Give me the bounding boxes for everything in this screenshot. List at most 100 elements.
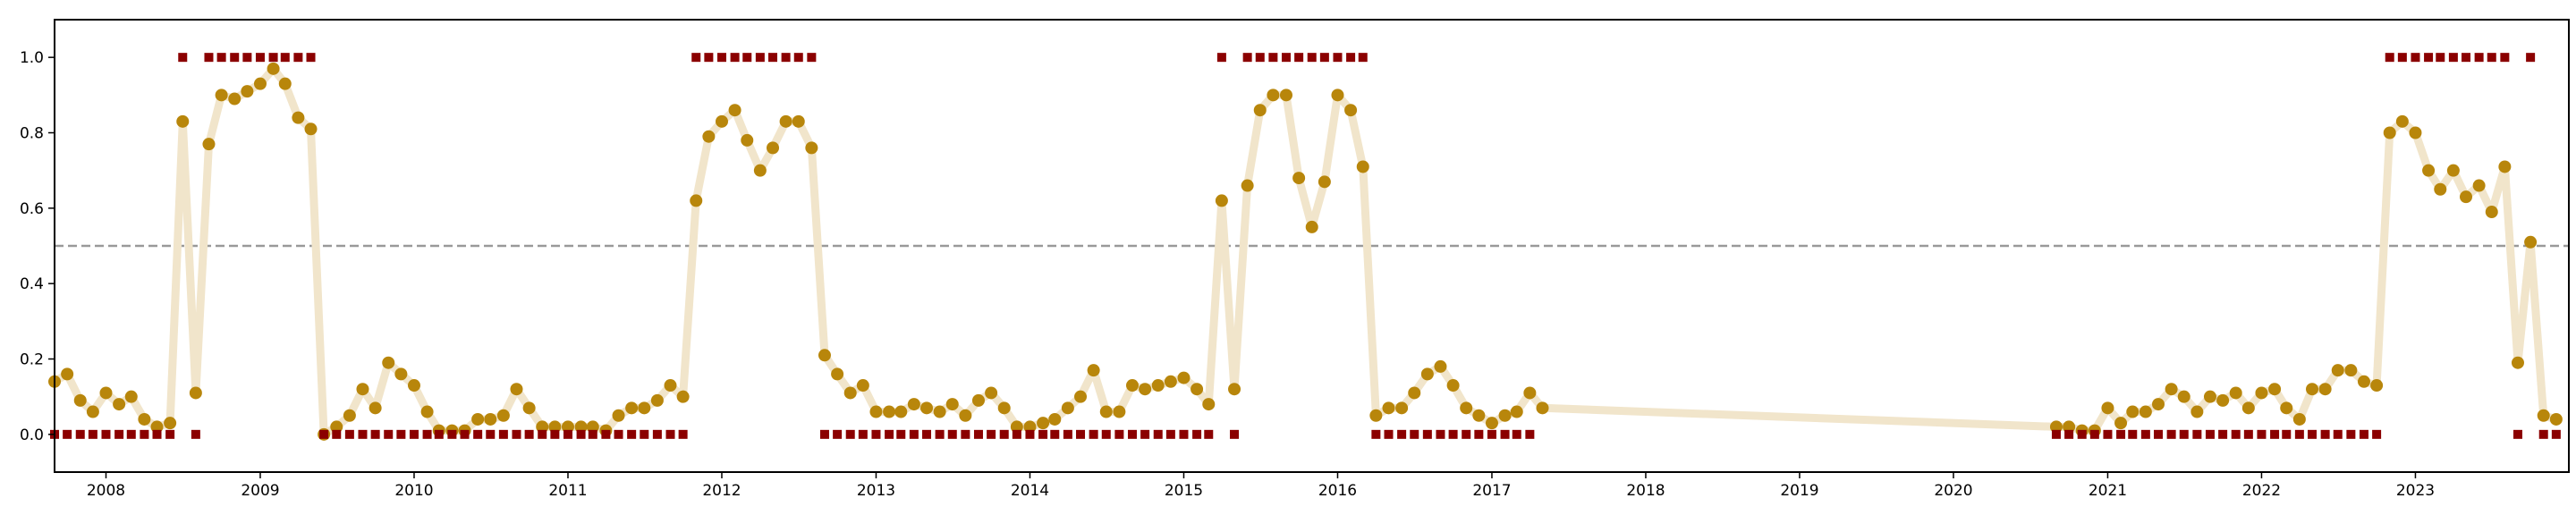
label-marker [652,429,662,439]
probability-point [2409,126,2422,139]
label-marker [973,429,983,439]
probability-point [2177,390,2190,403]
probability-point [2280,401,2293,415]
label-marker [280,53,290,63]
label-marker [2474,53,2484,63]
probability-point [1536,401,1549,415]
probability-point [189,386,202,400]
label-marker [204,53,214,63]
probability-point [407,379,420,393]
label-marker [178,53,188,63]
label-marker [627,429,637,439]
label-marker [2500,53,2510,63]
label-marker [2064,429,2074,439]
label-marker [409,429,419,439]
label-marker [434,429,444,439]
probability-point [382,356,395,369]
probability-point [1408,386,1421,400]
y-tick-label: 0.8 [20,125,44,143]
probability-point [2216,393,2230,407]
label-marker [987,429,996,439]
probability-point [241,85,254,98]
probability-point [2395,114,2409,128]
probability-point [883,405,896,418]
label-marker [2320,429,2330,439]
probability-point [2446,164,2460,177]
probability-point [971,393,985,407]
probability-point [805,141,818,155]
x-tick-label: 2021 [2089,482,2127,500]
probability-point [2229,386,2242,400]
y-tick-label: 0.6 [20,200,44,218]
label-marker [2526,53,2536,63]
label-marker [2192,429,2202,439]
label-marker [730,53,740,63]
probability-point [2139,405,2152,418]
probability-point [522,401,536,415]
label-marker [447,429,457,439]
probability-point [702,130,716,143]
label-marker [1346,53,1356,63]
label-marker [1165,429,1175,439]
x-tick-label: 2019 [1780,482,1818,500]
label-marker [909,429,919,439]
probability-point [779,114,792,128]
label-marker [2462,53,2471,63]
label-marker [2333,429,2343,439]
label-marker [486,429,496,439]
label-marker [63,429,72,439]
probability-point [304,122,318,136]
label-marker [2270,429,2280,439]
label-marker [2257,429,2267,439]
probability-points-layer [48,62,2563,441]
probability-point [2498,160,2512,173]
label-marker [1294,53,1304,63]
probability-point [356,383,369,396]
probability-point [1037,417,1050,430]
probability-point [2165,383,2178,396]
probability-point [818,349,831,362]
label-marker [1076,429,1086,439]
label-marker [614,429,623,439]
label-marker [216,53,226,63]
label-marker [1255,53,1265,63]
probability-point [2255,386,2268,400]
label-marker [1436,429,1445,439]
probability-point [1485,417,1498,430]
label-marker [588,429,597,439]
probability-point [985,386,998,400]
label-marker [2179,429,2189,439]
label-marker [1281,53,1291,63]
probability-point [1446,379,1460,393]
probability-point [2114,417,2128,430]
probability-point [2422,164,2436,177]
probability-point [1177,371,1191,384]
probability-point [99,386,113,400]
label-marker [473,429,483,439]
label-marker [1397,429,1407,439]
label-marker [2282,429,2292,439]
label-marker [1410,429,1419,439]
label-marker [1050,429,1060,439]
probability-point [2344,364,2358,377]
label-marker [640,429,649,439]
probability-point [1048,412,1062,426]
probability-point [2268,383,2282,396]
probability-point [292,111,305,124]
label-marker [2103,429,2113,439]
label-marker [2346,429,2356,439]
label-marker [2359,429,2368,439]
label-marker [2140,429,2150,439]
probability-point [1151,379,1165,393]
label-marker [1371,429,1381,439]
probability-point [920,401,934,415]
probability-point [1420,367,1434,381]
label-marker [2385,53,2394,63]
label-marker [961,429,970,439]
probability-point [1253,104,1267,117]
label-marker [2512,429,2522,439]
probability-point [1523,386,1537,400]
label-marker [1333,53,1343,63]
probability-point [2460,190,2473,204]
probability-point [1498,409,1512,422]
